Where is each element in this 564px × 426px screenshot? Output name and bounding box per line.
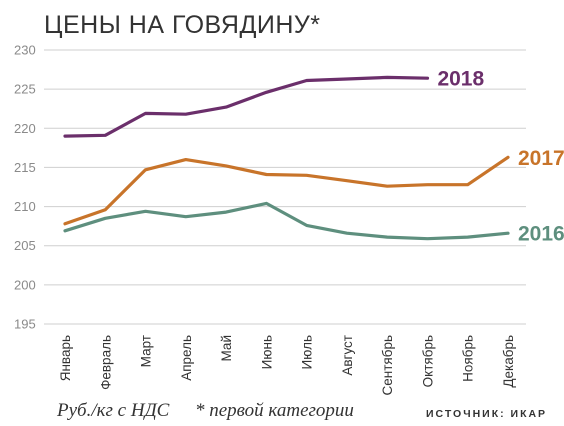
y-tick-label: 230 [14,43,36,58]
x-tick-label: Июнь [259,335,274,369]
y-tick-label: 200 [14,277,36,292]
y-tick-label: 220 [14,121,36,136]
source-note: ИСТОЧНИК: ИКАР [426,408,547,420]
series-line-2016 [63,201,510,241]
units-note: Руб./кг с НДС [56,400,170,421]
x-tick-label: Октябрь [420,335,435,387]
x-tick-label: Май [219,335,234,361]
footnote: * первой категории [195,400,354,421]
series-label-2017: 2017 [518,147,564,170]
series-labels: 2018 2017 2016 [437,68,564,246]
chart-title: ЦЕНЫ НА ГОВЯДИНУ* [44,11,321,39]
grid [44,49,526,325]
series-lines [63,75,510,241]
series-line-2017 [63,155,510,226]
y-tick-label: 205 [14,238,36,253]
y-tick-label: 210 [14,199,36,214]
x-tick-label: Апрель [179,335,194,381]
x-tick-label: Сентябрь [380,335,395,395]
y-tick-label: 225 [14,82,36,97]
x-tick-label: Февраль [98,335,113,390]
series-label-2016: 2016 [518,223,564,246]
series-line-2018 [63,75,430,138]
y-tick-label: 195 [14,317,36,332]
y-tick-label: 215 [14,160,36,175]
x-tick-label: Декабрь [501,335,516,388]
x-tick-label: Январь [58,335,73,381]
series-label-2018: 2018 [437,68,484,91]
x-tick-label: Март [139,335,154,367]
x-tick-label: Ноябрь [461,335,476,382]
x-tick-label: Август [340,335,355,376]
y-axis-ticks: 195 200 205 210 215 220 225 230 [14,43,36,332]
x-tick-label: Июль [300,335,315,369]
x-axis-ticks: Январь Февраль Март Апрель Май Июнь Июль Август… [58,335,516,395]
